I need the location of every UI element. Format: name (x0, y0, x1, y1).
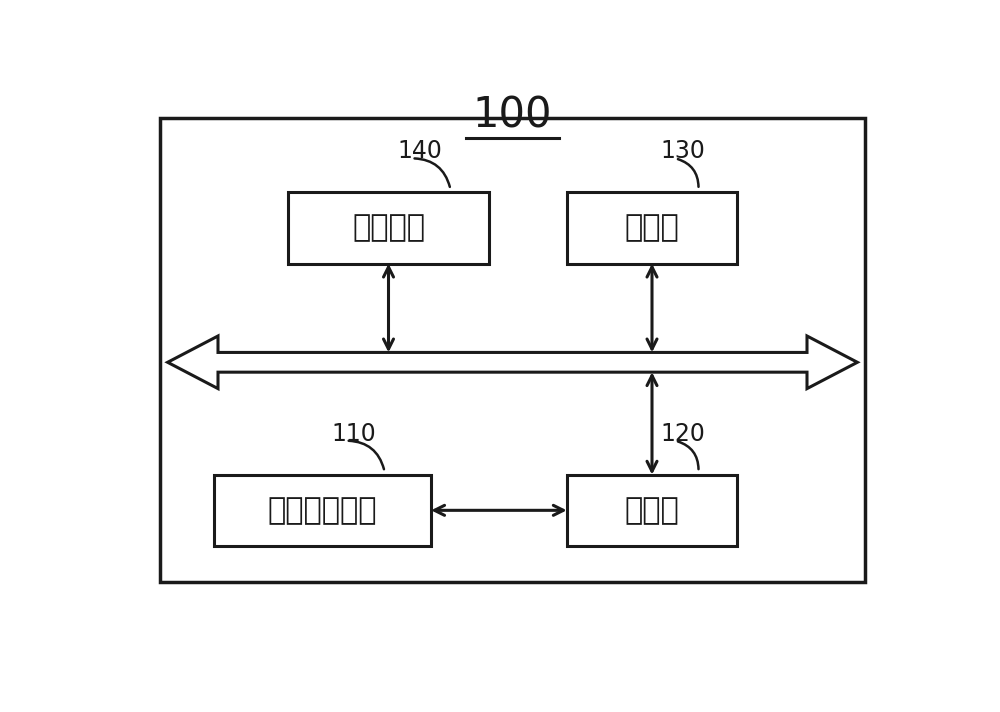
Polygon shape (168, 336, 857, 389)
Bar (288, 192, 489, 263)
Bar (567, 475, 737, 546)
Text: 存储器: 存储器 (625, 496, 679, 525)
Text: 处理器: 处理器 (625, 214, 679, 243)
Text: 订单处理装置: 订单处理装置 (268, 496, 377, 525)
Text: 130: 130 (661, 140, 705, 163)
Text: 140: 140 (397, 140, 442, 163)
Bar (214, 475, 431, 546)
Text: 通信单元: 通信单元 (352, 214, 425, 243)
Bar (160, 118, 865, 582)
Text: 120: 120 (661, 422, 705, 446)
Text: 110: 110 (331, 422, 376, 446)
Bar (567, 192, 737, 263)
Text: 100: 100 (473, 95, 552, 137)
